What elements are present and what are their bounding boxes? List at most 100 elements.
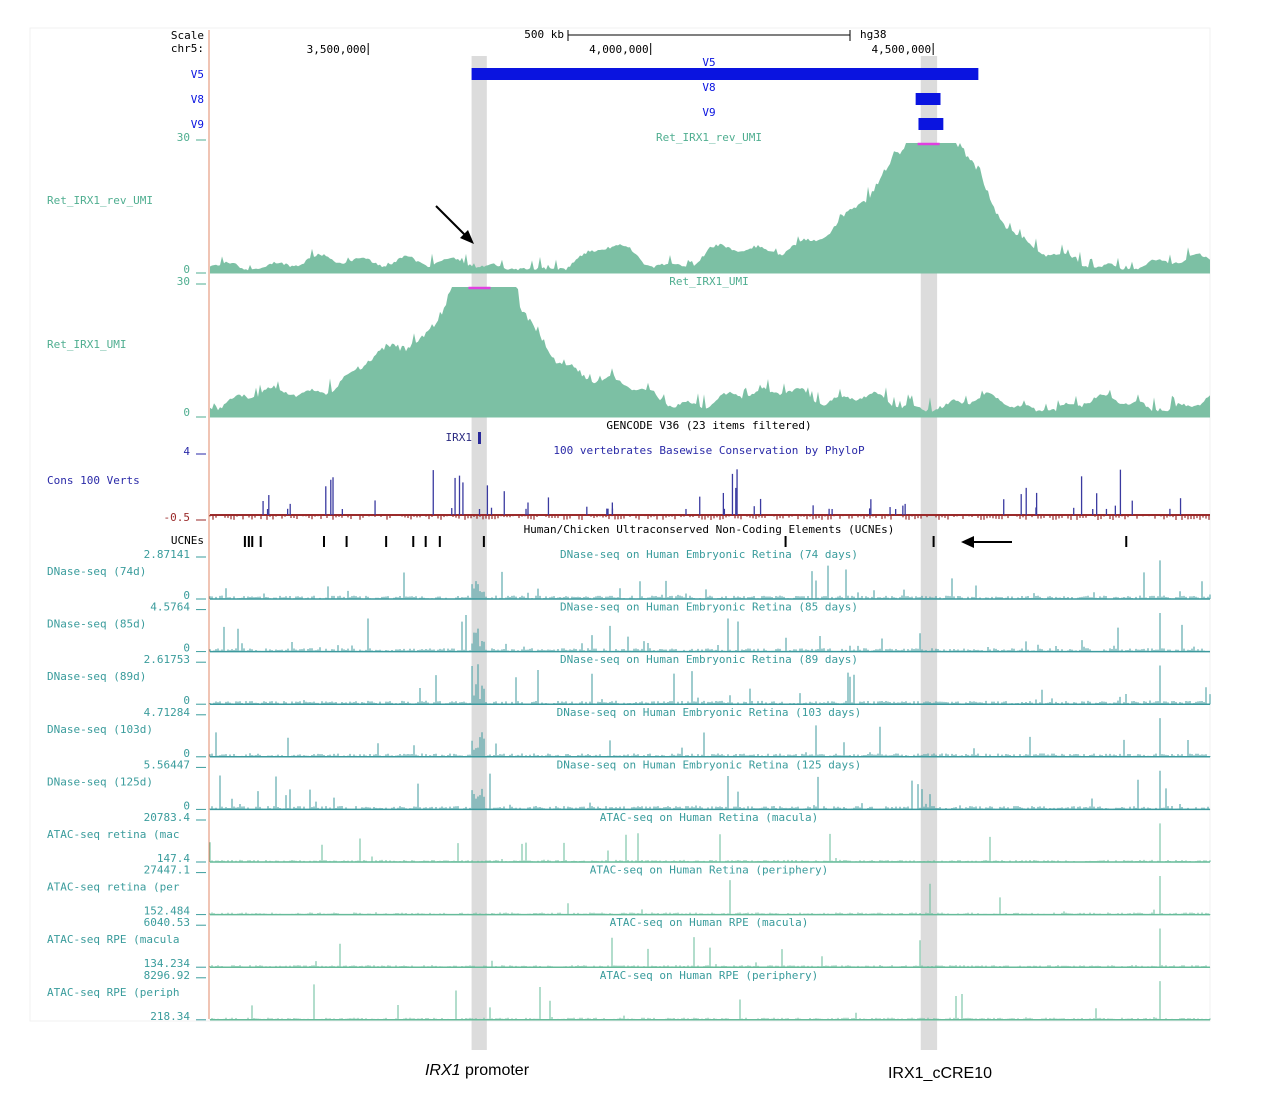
construct-track: V5 V5 V8 V8 V9 V9 [191, 56, 979, 131]
track-max-label: 6040.53 [144, 916, 190, 929]
ucne-mark [385, 536, 388, 547]
browser-frame [29, 27, 1211, 1022]
ret-rev-left-label: Ret_IRX1_rev_UMI [47, 194, 153, 207]
track-title: DNase-seq on Human Embryonic Retina (74 … [560, 548, 858, 561]
track-left-label: DNase-seq (74d) [47, 565, 146, 578]
track-title: DNase-seq on Human Embryonic Retina (103… [557, 706, 862, 719]
ret-rev-max-label: 30 [177, 131, 190, 144]
chrom-label: chr5: [171, 42, 204, 55]
cons-max-label: 4 [183, 445, 190, 458]
ucne-mark [251, 536, 254, 547]
track-max-label: 2.61753 [144, 653, 190, 666]
signal-track: DNase-seq on Human Embryonic Retina (74 … [47, 548, 1211, 602]
track-min-label: 152.484 [144, 905, 191, 918]
track-left-label: DNase-seq (125d) [47, 775, 153, 788]
ret-fwd-title: Ret_IRX1_UMI [669, 275, 748, 288]
signal-track: DNase-seq on Human Embryonic Retina (103… [47, 706, 1211, 760]
scale-label: Scale [171, 29, 204, 42]
ucne-mark [784, 536, 787, 547]
track-left-label: DNase-seq (85d) [47, 618, 146, 631]
construct-left-label: V8 [191, 93, 204, 106]
ucne-mark [932, 536, 935, 547]
ucne-marks [243, 536, 1128, 547]
scalebar-label: 500 kb [524, 28, 564, 41]
track-max-label: 27447.1 [144, 864, 190, 877]
construct-title: V8 [702, 81, 715, 94]
track-min-label: 0 [183, 694, 190, 707]
irx1-cre10-highlight [920, 56, 938, 1050]
irx1-gene-label: IRX1 [446, 431, 473, 444]
dnase-tracks: DNase-seq on Human Embryonic Retina (74 … [47, 548, 1211, 812]
ucne-mark [247, 536, 250, 547]
track-title: DNase-seq on Human Embryonic Retina (89 … [560, 653, 858, 666]
position-tick-label: 4,500,000 [872, 43, 932, 56]
position-tick-label: 4,000,000 [589, 43, 649, 56]
track-title: ATAC-seq on Human RPE (macula) [610, 916, 809, 929]
ucne-title: Human/Chicken Ultraconserved Non-Coding … [524, 523, 895, 536]
signal-track: ATAC-seq on Human Retina (macula) 20783.4… [47, 811, 1211, 865]
construct-left-label: V5 [191, 68, 204, 81]
signal-track: ATAC-seq on Human Retina (periphery) 2744… [47, 864, 1211, 918]
track-max-label: 4.5764 [150, 601, 190, 614]
track-min-label: 147.4 [157, 852, 190, 865]
signal-area [210, 143, 1210, 273]
construct-title: V5 [702, 56, 715, 69]
track-min-label: 0 [183, 747, 190, 760]
ucne-mark [322, 536, 325, 547]
track-min-label: 0 [183, 589, 190, 602]
scale-bar [567, 30, 851, 41]
track-title: ATAC-seq on Human Retina (macula) [600, 811, 819, 824]
track-left-label: ATAC-seq retina (per [47, 881, 180, 894]
construct-bar [471, 68, 979, 80]
track-left-label: ATAC-seq RPE (periph [47, 986, 179, 999]
gencode-title: GENCODE V36 (23 items filtered) [606, 419, 811, 432]
track-left-label: ATAC-seq RPE (macula [47, 933, 179, 946]
signal-track: DNase-seq on Human Embryonic Retina (125… [47, 758, 1211, 812]
construct-bar [915, 93, 941, 105]
track-title: DNase-seq on Human Embryonic Retina (85 … [560, 601, 858, 614]
cons-signal [209, 469, 1210, 520]
ret-fwd-min-label: 0 [183, 406, 190, 419]
track-left-label: DNase-seq (89d) [47, 670, 146, 683]
signal-track: ATAC-seq on Human RPE (periphery) 8296.92… [47, 969, 1211, 1023]
position-tick-label: 3,500,000 [307, 43, 367, 56]
construct-title: V9 [702, 106, 715, 119]
ucne-mark [482, 536, 485, 547]
assembly-label: hg38 [860, 28, 887, 41]
ret-fwd-signal [210, 286, 1210, 418]
track-title: DNase-seq on Human Embryonic Retina (125… [557, 758, 862, 771]
track-max-label: 5.56447 [144, 758, 190, 771]
cons-title: 100 vertebrates Basewise Conservation by… [553, 444, 865, 457]
track-title: ATAC-seq on Human RPE (periphery) [600, 969, 819, 982]
cons-left-label: Cons 100 Verts [47, 474, 140, 487]
signal-track: ATAC-seq on Human RPE (macula) 6040.53 134… [47, 916, 1211, 970]
ucne-mark [1125, 536, 1128, 547]
track-max-label: 4.71284 [144, 706, 191, 719]
ret-rev-min-label: 0 [183, 263, 190, 276]
track-max-label: 8296.92 [144, 969, 190, 982]
track-max-label: 2.87141 [144, 548, 190, 561]
track-title: ATAC-seq on Human Retina (periphery) [590, 864, 828, 877]
track-min-label: 134.234 [144, 957, 191, 970]
signal-area [210, 287, 1210, 417]
irx1-gene-model [478, 432, 481, 444]
ucne-mark [424, 536, 427, 547]
ret-rev-title: Ret_IRX1_rev_UMI [656, 131, 762, 144]
track-min-label: 218.34 [150, 1010, 190, 1023]
ucne-mark [259, 536, 262, 547]
atac-tracks: ATAC-seq on Human Retina (macula) 20783.4… [47, 811, 1211, 1023]
signal-track: DNase-seq on Human Embryonic Retina (85 … [47, 601, 1211, 655]
ret-fwd-max-label: 30 [177, 275, 190, 288]
track-min-label: 0 [183, 642, 190, 655]
track-left-label: DNase-seq (103d) [47, 723, 153, 736]
ucne-mark [345, 536, 348, 547]
cons-min-label: -0.5 [164, 511, 191, 524]
ret-rev-signal [210, 142, 1210, 274]
irx1-promoter-highlight [471, 56, 487, 1050]
ucne-left-label: UCNEs [171, 534, 204, 547]
ucne-mark [243, 536, 246, 547]
ret-fwd-left-label: Ret_IRX1_UMI [47, 338, 126, 351]
track-left-label: ATAC-seq retina (mac [47, 828, 179, 841]
construct-left-label: V9 [191, 118, 204, 131]
